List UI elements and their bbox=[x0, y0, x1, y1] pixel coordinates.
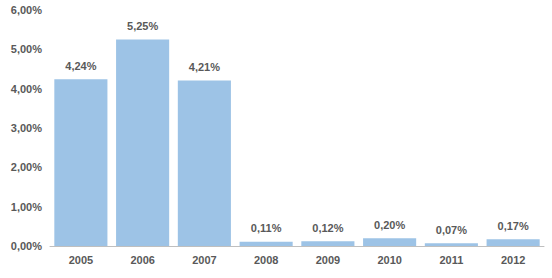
svg-text:2,00%: 2,00% bbox=[11, 161, 42, 173]
svg-text:0,12%: 0,12% bbox=[312, 222, 343, 234]
svg-text:2011: 2011 bbox=[439, 254, 463, 266]
svg-text:0,00%: 0,00% bbox=[11, 240, 42, 252]
svg-text:0,20%: 0,20% bbox=[374, 219, 405, 231]
svg-text:6,00%: 6,00% bbox=[11, 4, 42, 16]
svg-text:5,00%: 5,00% bbox=[11, 43, 42, 55]
svg-text:1,00%: 1,00% bbox=[11, 201, 42, 213]
svg-text:2006: 2006 bbox=[130, 254, 154, 266]
svg-text:4,00%: 4,00% bbox=[11, 83, 42, 95]
svg-text:2010: 2010 bbox=[377, 254, 401, 266]
svg-text:0,17%: 0,17% bbox=[498, 220, 529, 232]
svg-text:0,07%: 0,07% bbox=[436, 224, 467, 236]
svg-text:2007: 2007 bbox=[192, 254, 216, 266]
svg-text:3,00%: 3,00% bbox=[11, 122, 42, 134]
svg-text:2005: 2005 bbox=[69, 254, 93, 266]
svg-text:2012: 2012 bbox=[501, 254, 525, 266]
svg-text:5,25%: 5,25% bbox=[127, 20, 158, 32]
svg-text:2008: 2008 bbox=[254, 254, 278, 266]
svg-text:4,21%: 4,21% bbox=[189, 61, 220, 73]
svg-text:4,24%: 4,24% bbox=[65, 60, 96, 72]
svg-text:2009: 2009 bbox=[316, 254, 340, 266]
svg-text:0,11%: 0,11% bbox=[251, 222, 282, 234]
